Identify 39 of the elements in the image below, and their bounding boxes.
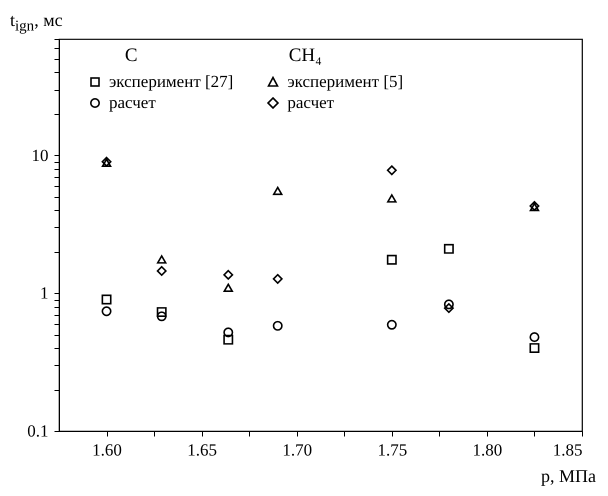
point	[102, 294, 112, 305]
point	[156, 266, 167, 276]
point	[386, 254, 397, 265]
point	[444, 244, 454, 254]
x-tick-label: 1.80	[472, 440, 502, 460]
legend-label: эксперимент [27]	[109, 72, 234, 92]
x-tick-label: 1.75	[377, 440, 408, 460]
annotation: C	[124, 45, 138, 67]
point	[444, 303, 454, 314]
point	[102, 306, 112, 316]
point	[156, 307, 167, 318]
point	[272, 320, 283, 331]
y-tick-label: 10	[32, 146, 48, 165]
legend-label: расчет	[287, 92, 334, 112]
point	[444, 299, 454, 310]
point	[272, 186, 282, 196]
point	[223, 334, 234, 345]
x-axis-title: p, МПа	[541, 466, 596, 487]
x-tick-label: 1.65	[187, 440, 218, 460]
y-tick-label: 0.1	[27, 422, 48, 440]
legend-label: эксперимент [5]	[287, 72, 404, 92]
point	[156, 255, 166, 264]
point	[272, 274, 283, 284]
y-tick-label: 1	[40, 284, 48, 303]
y-axis-title: t$_{ign}$, мс	[10, 10, 63, 36]
point	[386, 165, 397, 176]
x-tick-label: 1.70	[282, 440, 312, 460]
point	[386, 320, 397, 330]
point	[156, 311, 167, 322]
point	[529, 343, 540, 354]
x-tick-label: 1.60	[92, 440, 122, 460]
point	[223, 327, 234, 338]
x-tick-label: 1.85	[552, 440, 582, 460]
point	[223, 284, 234, 292]
point	[223, 270, 234, 280]
point	[387, 194, 397, 203]
annotation: CH₄	[288, 45, 323, 67]
legend-label: расчет	[109, 92, 156, 112]
point	[529, 332, 540, 342]
